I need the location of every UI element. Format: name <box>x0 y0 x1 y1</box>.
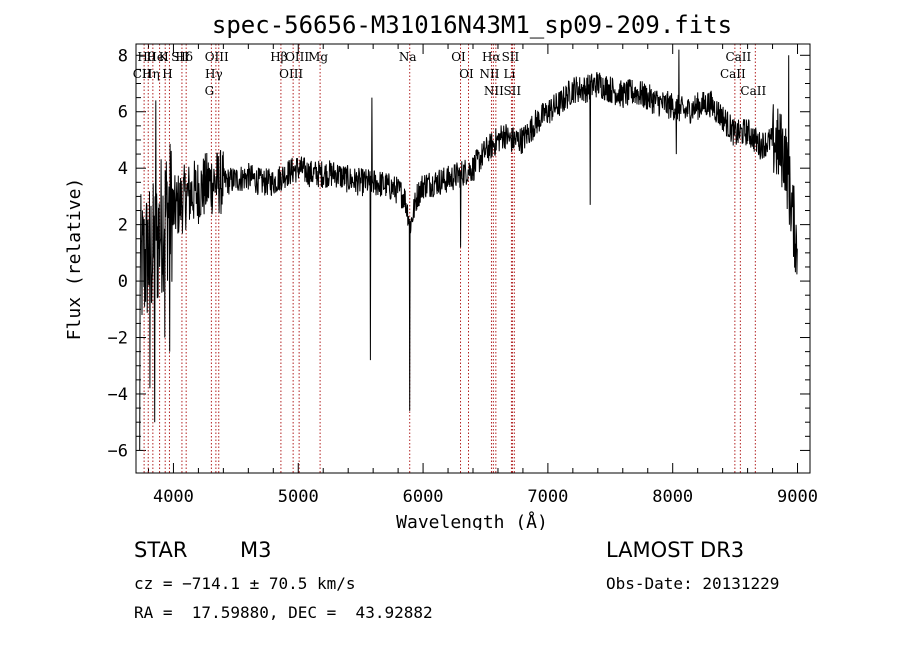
y-tick-label: 6 <box>118 103 128 123</box>
y-tick-label: 4 <box>118 159 128 179</box>
spectral-line-label: NII <box>484 84 504 98</box>
spectral-line-label: Hη <box>142 67 160 81</box>
x-tick-label: 5000 <box>278 487 319 507</box>
spectral-line-label: G <box>205 84 215 98</box>
spectral-line-label: OIII <box>205 50 229 64</box>
spectral-line-label: Li <box>504 67 516 81</box>
x-axis-label: Wavelength (Å) <box>396 511 548 530</box>
spectral-line-label: Mg <box>308 50 328 64</box>
spectral-line-label: SII <box>502 50 520 64</box>
x-tick-label: 4000 <box>153 487 194 507</box>
coordinates-readout: RA = 17.59880, DEC = 43.92882 <box>134 603 433 622</box>
spectral-line-label: SII <box>171 50 189 64</box>
spectral-line-label: CaII <box>720 67 746 81</box>
spectral-line-label: Hβ <box>270 50 287 64</box>
spectral-line-label: CaII <box>725 50 751 64</box>
spectral-line-label: NII <box>479 67 499 81</box>
spectral-line-label: Hα <box>482 50 501 64</box>
spectral-line-label: Hγ <box>205 67 223 81</box>
object-class: STAR <box>134 538 188 562</box>
chart-title: spec-56656-M31016N43M1_sp09-209.fits <box>212 11 732 39</box>
observation-date: Obs-Date: 20131229 <box>606 574 780 593</box>
spectral-line-label: HeI <box>146 50 169 64</box>
plot-frame <box>135 43 811 474</box>
spectral-line-label: OIII <box>279 67 303 81</box>
spectral-line-label: Hθ <box>137 50 155 64</box>
spectrum-plot: spec-56656-M31016N43M1_sp09-209.fits 400… <box>64 11 818 530</box>
survey-name: LAMOST DR3 <box>606 538 745 562</box>
axis-ticks: 4000 5000 6000 7000 8000 9000 −6 −4 −2 0 2 4 6 8 <box>108 44 818 507</box>
velocity-readout: cz = −714.1 ± 70.5 km/s <box>134 574 356 593</box>
spectral-line-label: Na <box>399 50 417 64</box>
spectral-line-label: OI <box>459 67 474 81</box>
spectral-line-label: OI <box>451 50 466 64</box>
x-tick-label: 9000 <box>777 487 818 507</box>
y-axis-label: Flux (relative) <box>64 178 85 341</box>
spectral-line-label: CaII <box>740 84 766 98</box>
y-tick-label: −2 <box>108 329 128 349</box>
y-tick-label: 8 <box>118 46 128 66</box>
spectrum-line <box>139 49 798 451</box>
spectral-line-label: H <box>162 67 172 81</box>
y-tick-label: 2 <box>118 216 128 236</box>
y-tick-label: −4 <box>108 385 128 405</box>
spectral-line-label: CII <box>133 67 152 81</box>
x-tick-label: 8000 <box>652 487 693 507</box>
y-tick-label: −6 <box>108 441 128 461</box>
spectral-line-label: SII <box>503 84 521 98</box>
spectral-line-label: OIII <box>285 50 309 64</box>
x-tick-label: 7000 <box>527 487 568 507</box>
spectral-line-markers <box>143 44 756 473</box>
x-tick-label: 6000 <box>403 487 444 507</box>
spectral-line-label: K <box>159 50 169 64</box>
object-subclass: M3 <box>240 538 272 562</box>
spectral-line-label: Hδ <box>175 50 193 64</box>
y-tick-label: 0 <box>118 272 128 292</box>
